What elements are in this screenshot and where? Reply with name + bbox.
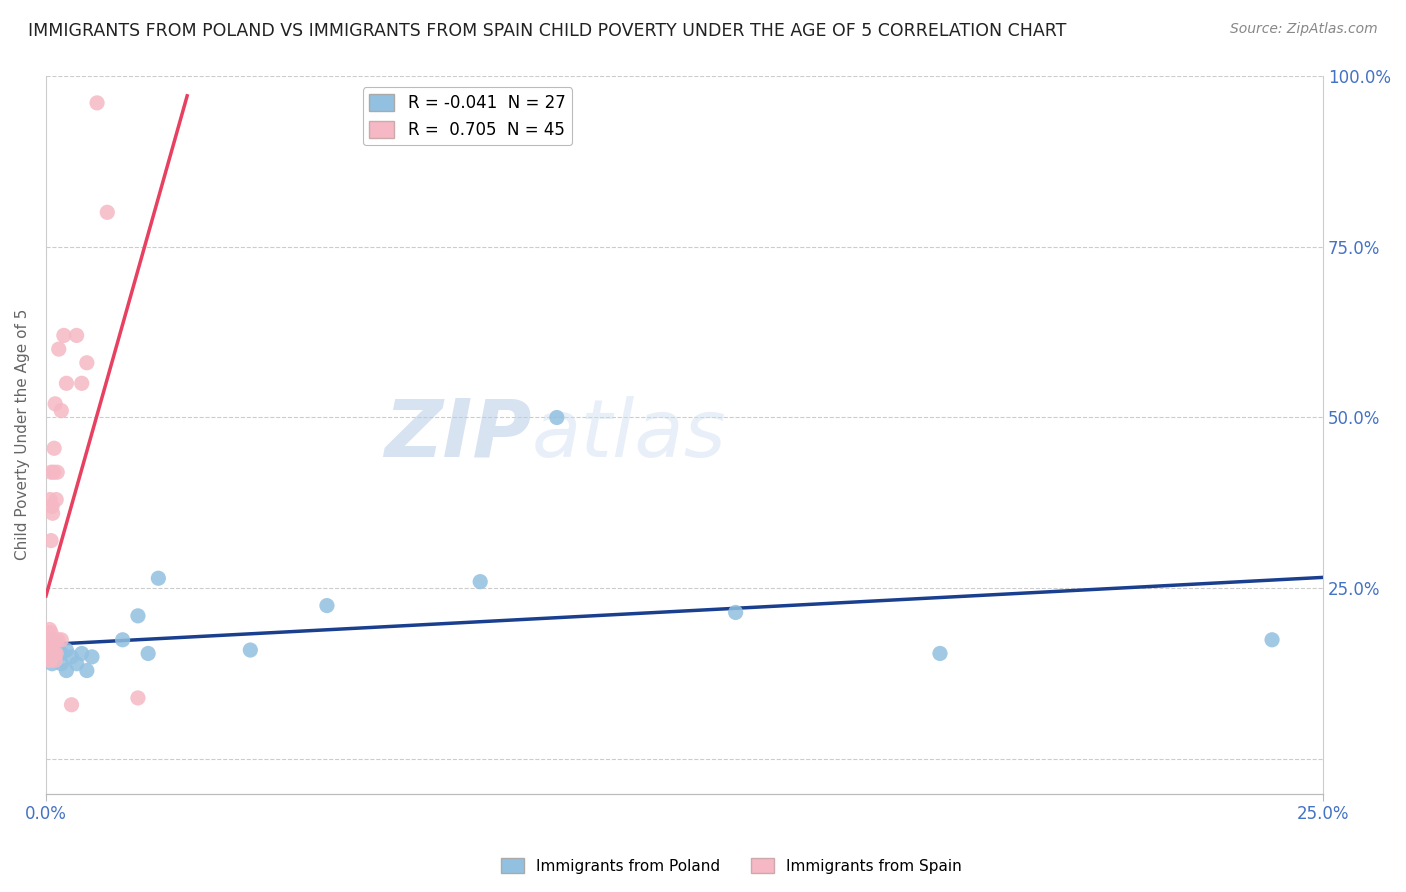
Point bbox=[65, 657, 87, 671]
Point bbox=[38, 632, 60, 647]
Point bbox=[60, 649, 83, 664]
Point bbox=[39, 626, 62, 640]
Point bbox=[42, 647, 65, 661]
Point bbox=[41, 647, 63, 661]
Point bbox=[41, 500, 63, 514]
Legend: Immigrants from Poland, Immigrants from Spain: Immigrants from Poland, Immigrants from … bbox=[495, 852, 967, 880]
Point bbox=[45, 643, 67, 657]
Point bbox=[38, 632, 60, 647]
Point bbox=[44, 653, 66, 667]
Point bbox=[46, 632, 69, 647]
Text: Source: ZipAtlas.com: Source: ZipAtlas.com bbox=[1230, 22, 1378, 37]
Point bbox=[470, 574, 492, 589]
Point bbox=[39, 632, 62, 647]
Point bbox=[44, 647, 66, 661]
Point bbox=[38, 647, 60, 661]
Point bbox=[1261, 632, 1284, 647]
Point bbox=[46, 465, 69, 479]
Point bbox=[51, 632, 73, 647]
Point bbox=[45, 492, 67, 507]
Point bbox=[41, 506, 63, 520]
Point bbox=[41, 647, 63, 661]
Text: ZIP: ZIP bbox=[384, 395, 531, 474]
Point bbox=[44, 442, 66, 456]
Point bbox=[39, 643, 62, 657]
Point bbox=[39, 492, 62, 507]
Point bbox=[39, 653, 62, 667]
Point bbox=[41, 657, 63, 671]
Point bbox=[70, 647, 93, 661]
Point bbox=[76, 664, 98, 678]
Point bbox=[45, 636, 67, 650]
Point bbox=[42, 465, 65, 479]
Point bbox=[136, 647, 159, 661]
Point bbox=[38, 623, 60, 637]
Point bbox=[70, 376, 93, 391]
Point bbox=[55, 376, 77, 391]
Point bbox=[55, 643, 77, 657]
Point bbox=[39, 533, 62, 548]
Text: IMMIGRANTS FROM POLAND VS IMMIGRANTS FROM SPAIN CHILD POVERTY UNDER THE AGE OF 5: IMMIGRANTS FROM POLAND VS IMMIGRANTS FRO… bbox=[28, 22, 1067, 40]
Point bbox=[38, 653, 60, 667]
Point bbox=[41, 632, 63, 647]
Point bbox=[96, 205, 118, 219]
Point bbox=[51, 403, 73, 417]
Point bbox=[929, 647, 952, 661]
Legend: R = -0.041  N = 27, R =  0.705  N = 45: R = -0.041 N = 27, R = 0.705 N = 45 bbox=[363, 87, 572, 145]
Point bbox=[42, 649, 65, 664]
Point bbox=[55, 664, 77, 678]
Point bbox=[39, 632, 62, 647]
Point bbox=[127, 608, 149, 623]
Point bbox=[127, 690, 149, 705]
Point bbox=[39, 465, 62, 479]
Point bbox=[80, 649, 103, 664]
Point bbox=[44, 397, 66, 411]
Point bbox=[48, 342, 70, 356]
Point bbox=[45, 647, 67, 661]
Y-axis label: Child Poverty Under the Age of 5: Child Poverty Under the Age of 5 bbox=[15, 309, 30, 560]
Point bbox=[86, 95, 108, 110]
Point bbox=[111, 632, 134, 647]
Point bbox=[39, 647, 62, 661]
Point bbox=[37, 647, 59, 661]
Point bbox=[51, 657, 73, 671]
Point bbox=[546, 410, 568, 425]
Point bbox=[38, 626, 60, 640]
Point bbox=[76, 356, 98, 370]
Point bbox=[316, 599, 339, 613]
Point bbox=[37, 640, 59, 654]
Point bbox=[38, 647, 60, 661]
Point bbox=[52, 328, 75, 343]
Point bbox=[724, 606, 747, 620]
Point bbox=[239, 643, 262, 657]
Point bbox=[39, 643, 62, 657]
Point bbox=[39, 640, 62, 654]
Point bbox=[51, 647, 73, 661]
Point bbox=[65, 328, 87, 343]
Point bbox=[39, 647, 62, 661]
Point bbox=[60, 698, 83, 712]
Point bbox=[148, 571, 170, 585]
Text: atlas: atlas bbox=[531, 395, 725, 474]
